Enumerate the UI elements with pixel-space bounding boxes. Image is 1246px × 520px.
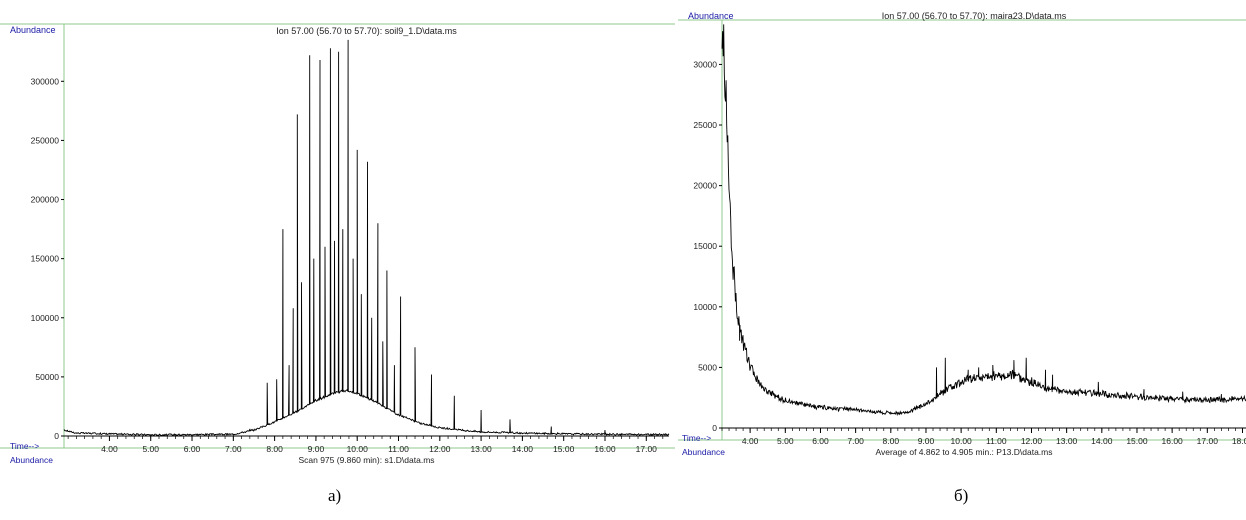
x-tick-label: 5.00 <box>777 436 794 446</box>
y-tick-label: 200000 <box>31 195 60 205</box>
panel-label-a: а) <box>328 486 342 505</box>
y-tick-label: 250000 <box>31 135 60 145</box>
y-tick-label: 50000 <box>35 372 59 382</box>
y-tick-label: 0 <box>712 423 717 433</box>
x-tick-label: 15.00 <box>1126 436 1148 446</box>
abundance-axis-label: Abundance <box>688 11 734 21</box>
footer-scan-text: Average of 4.862 to 4.905 min.: P13.D\da… <box>875 447 1052 457</box>
y-tick-label: 100000 <box>31 313 60 323</box>
chromatogram-trace <box>63 39 670 437</box>
x-tick-label: 17.00 <box>636 444 658 454</box>
footer-abundance-label: Abundance <box>10 455 53 465</box>
x-tick-label: 16.00 <box>594 444 616 454</box>
x-tick-label: 6.00 <box>812 436 829 446</box>
chromatogram-trace <box>721 24 1246 417</box>
x-tick-label: 7.00 <box>847 436 864 446</box>
x-tick-label: 10.00 <box>347 444 369 454</box>
x-tick-label: 13.00 <box>1056 436 1078 446</box>
x-tick-label: 9.00 <box>308 444 325 454</box>
chart-title: Ion 57.00 (56.70 to 57.70): maira23.D\da… <box>882 11 1067 21</box>
y-tick-label: 10000 <box>693 302 717 312</box>
y-tick-label: 20000 <box>693 181 717 191</box>
x-tick-label: 9.00 <box>918 436 935 446</box>
y-tick-label: 150000 <box>31 254 60 264</box>
y-tick-label: 25000 <box>693 120 717 130</box>
footer-abundance-label: Abundance <box>682 447 725 457</box>
x-tick-label: 18.00 <box>1232 436 1246 446</box>
chromatogram-panel-b: Abundance Ion 57.00 (56.70 to 57.70): mai… <box>678 0 1246 476</box>
y-tick-label: 5000 <box>698 362 717 372</box>
x-tick-label: 6.00 <box>184 444 201 454</box>
x-tick-label: 4.00 <box>101 444 118 454</box>
x-tick-label: 11.00 <box>986 436 1007 446</box>
x-tick-label: 7.00 <box>225 444 242 454</box>
chromatogram-a-svg: Abundance Ion 57.00 (56.70 to 57.70): soi… <box>0 23 675 465</box>
x-tick-label: 8.00 <box>883 436 900 446</box>
x-tick-label: 16.00 <box>1162 436 1184 446</box>
x-axis-label: Time--> <box>682 433 711 443</box>
y-tick-label: 0 <box>54 431 59 441</box>
y-tick-label: 15000 <box>693 241 717 251</box>
x-tick-label: 8.00 <box>266 444 283 454</box>
y-tick-label: 30000 <box>693 59 717 69</box>
chromatogram-panel-a: Abundance Ion 57.00 (56.70 to 57.70): soi… <box>0 0 675 476</box>
chart-title: Ion 57.00 (56.70 to 57.70): soil9_1.D\da… <box>276 26 457 36</box>
x-tick-label: 5.00 <box>142 444 159 454</box>
x-tick-label: 14.00 <box>1091 436 1113 446</box>
x-tick-label: 14.00 <box>512 444 534 454</box>
x-tick-label: 4.00 <box>742 436 759 446</box>
footer-scan-text: Scan 975 (9.860 min): s1.D\data.ms <box>298 455 434 465</box>
chromatogram-b-svg: Abundance Ion 57.00 (56.70 to 57.70): mai… <box>678 11 1246 457</box>
panel-label-b: б) <box>954 486 969 505</box>
x-tick-label: 11.00 <box>388 444 409 454</box>
x-axis-label: Time--> <box>10 441 39 451</box>
x-tick-label: 12.00 <box>429 444 451 454</box>
x-tick-label: 15.00 <box>553 444 575 454</box>
x-tick-label: 12.00 <box>1021 436 1043 446</box>
x-tick-label: 17.00 <box>1197 436 1219 446</box>
abundance-axis-label: Abundance <box>10 25 56 35</box>
x-tick-label: 13.00 <box>470 444 492 454</box>
y-tick-label: 300000 <box>31 76 60 86</box>
x-tick-label: 10.00 <box>951 436 973 446</box>
